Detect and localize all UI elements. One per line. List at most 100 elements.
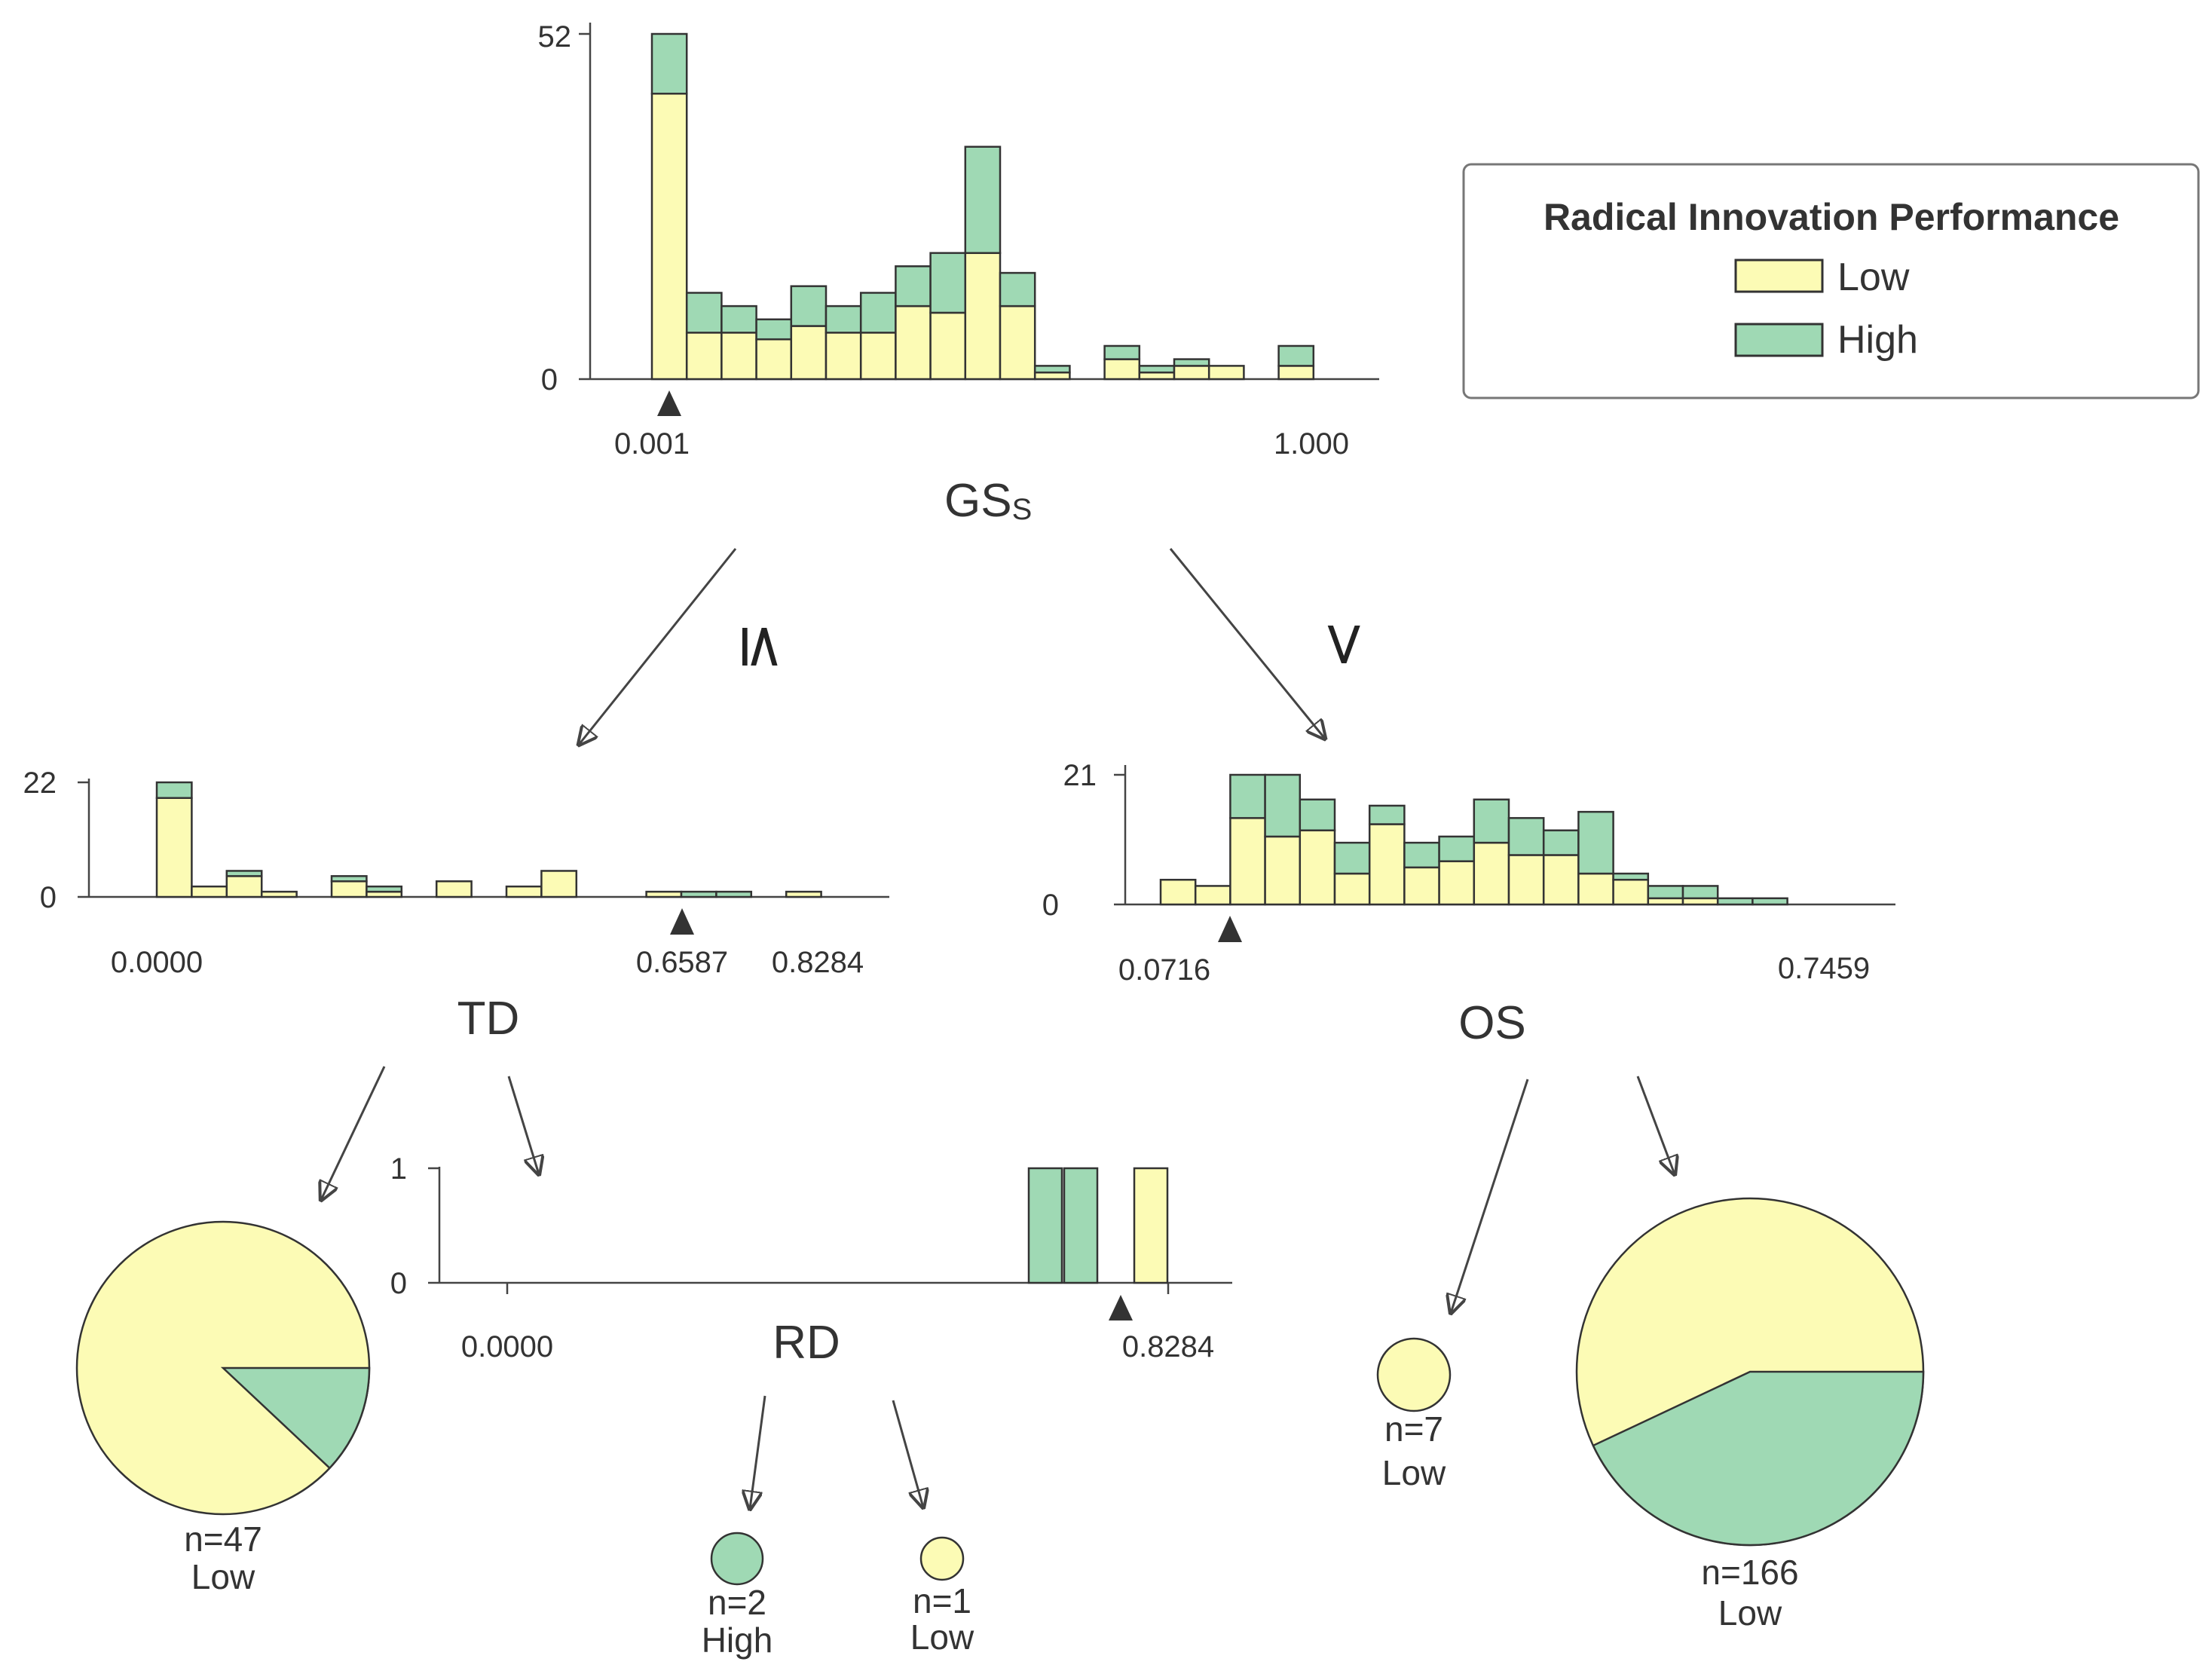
- td-bar-low-11: [540, 870, 578, 898]
- root-bar-high-2: [721, 304, 757, 334]
- leaf-os-gt-slice-high: [1592, 1370, 1925, 1547]
- root-bar-high-5: [825, 304, 862, 334]
- os-bar-high-9: [1473, 798, 1510, 844]
- os-bar-low-8: [1438, 860, 1476, 906]
- gt-split-label: >: [1311, 619, 1381, 669]
- root-bar-low-13: [1103, 358, 1141, 381]
- root-bar-low-18: [1277, 365, 1315, 381]
- leaf-os-gt-pie: [1575, 1197, 1925, 1547]
- root-left-branch-arrow: [579, 548, 737, 745]
- legend-title: Radical Innovation Performance: [1544, 196, 2119, 238]
- root-bar-high-4: [790, 285, 828, 327]
- leaf-os-gt-class: Low: [1718, 1593, 1782, 1633]
- td-ymin-label: 0: [40, 881, 57, 914]
- leaf-rd-le-class: High: [702, 1620, 773, 1660]
- leaf-rd-le: n=2 High: [702, 1532, 773, 1660]
- os-bar-high-10: [1507, 817, 1545, 856]
- root-ymin-label: 0: [541, 363, 558, 396]
- os-bar-low-11: [1542, 854, 1580, 906]
- leaf-os-le-class: Low: [1382, 1453, 1446, 1492]
- os-bar-low-0: [1159, 878, 1197, 906]
- rd-split-marker: [1109, 1295, 1133, 1320]
- os-bar-high-3: [1264, 773, 1302, 838]
- root-bar-low-2: [721, 332, 757, 381]
- os-bar-low-1: [1194, 885, 1231, 906]
- root-bar-high-0: [650, 32, 688, 95]
- leaf-td-le-pie: [75, 1220, 371, 1516]
- td-bar-low-10: [505, 885, 543, 898]
- leaf-os-le-pie: [1376, 1337, 1452, 1412]
- td-bar-low-2: [225, 875, 263, 898]
- td-bar-low-8: [435, 880, 473, 898]
- root-bar-low-5: [825, 332, 862, 381]
- td-mid-label: 0.6587: [636, 946, 728, 979]
- os-bar-high-7: [1403, 841, 1440, 869]
- td-bar-high-0: [155, 781, 193, 799]
- leaf-os-le-slice-low: [1376, 1337, 1452, 1412]
- root-bar-high-8: [929, 252, 967, 314]
- rd-right-branch-arrow: [892, 1400, 923, 1507]
- os-bar-high-11: [1542, 829, 1580, 856]
- root-feature-label: GSS: [944, 475, 1032, 527]
- os-bar-high-13: [1612, 872, 1650, 881]
- leaf-rd-gt-class: Low: [910, 1617, 974, 1657]
- os-bar-low-2: [1229, 817, 1266, 906]
- root-bar-low-14: [1138, 371, 1176, 381]
- root-bar-low-7: [895, 304, 932, 381]
- os-bar-low-4: [1299, 829, 1336, 906]
- legend-frame: [1462, 163, 2200, 399]
- td-xmin-label: 0.0000: [111, 946, 203, 979]
- root-bar-low-8: [929, 311, 967, 381]
- leaf-rd-gt-count: n=1: [913, 1581, 971, 1620]
- leaf-rd-le-pie: [710, 1532, 764, 1586]
- leaf-td-le-count: n=47: [184, 1519, 262, 1559]
- legend: Radical Innovation Performance Low High: [1462, 163, 2200, 399]
- leaf-td-le: n=47 Low: [75, 1220, 371, 1596]
- root-bar-high-11: [1033, 365, 1071, 374]
- td-bar-low-18: [785, 890, 822, 898]
- leaf-td-le-slice-high: [220, 1366, 371, 1470]
- td-bar-high-16: [715, 890, 753, 898]
- root-histogram: [650, 32, 1315, 381]
- td-split-marker: [670, 908, 694, 935]
- td-bar-low-0: [155, 797, 193, 898]
- leaf-rd-le-count: n=2: [708, 1583, 766, 1622]
- rd-bar-low-2: [1133, 1167, 1169, 1284]
- root-xmin-label: 0.001: [614, 427, 690, 461]
- rd-left-branch-arrow: [750, 1395, 766, 1509]
- rd-xmax-label: 0.8284: [1122, 1330, 1214, 1363]
- rd-bar-high-0: [1027, 1167, 1063, 1284]
- rd-node: 1 0 0.0000 0.8284 RD: [390, 1152, 1232, 1369]
- os-xmin-label: 0.0716: [1118, 953, 1210, 987]
- root-bar-high-15: [1173, 358, 1210, 367]
- td-right-branch-arrow: [507, 1076, 539, 1174]
- legend-label-low: Low: [1837, 256, 1910, 299]
- os-bar-low-13: [1612, 878, 1650, 906]
- root-bar-low-9: [964, 252, 1002, 381]
- root-bar-high-3: [755, 318, 793, 341]
- root-bar-high-7: [895, 265, 932, 308]
- root-bar-low-4: [790, 325, 828, 381]
- td-bar-low-5: [330, 880, 368, 898]
- root-split-marker: [657, 390, 681, 416]
- os-bar-high-6: [1368, 804, 1406, 825]
- td-histogram: [155, 781, 822, 898]
- root-bar-low-0: [650, 93, 688, 381]
- leaf-rd-gt: n=1 Low: [910, 1536, 974, 1657]
- legend-swatch-low: [1734, 259, 1824, 293]
- os-ymin-label: 0: [1042, 889, 1059, 922]
- leaf-rd-le-slice-high: [710, 1532, 764, 1586]
- root-bar-high-10: [999, 271, 1036, 308]
- td-bar-high-6: [366, 885, 403, 893]
- os-bar-high-5: [1333, 841, 1371, 875]
- os-bar-high-8: [1438, 835, 1476, 862]
- os-bar-low-6: [1368, 823, 1406, 906]
- os-bar-low-9: [1473, 841, 1510, 906]
- root-bar-high-18: [1277, 344, 1315, 367]
- le-split-label: ≤: [728, 621, 798, 672]
- td-node: 22 0 0.0000 0.6587 0.8284 TD: [23, 767, 889, 1045]
- rd-feature-label: RD: [773, 1317, 840, 1369]
- os-feature-label: OS: [1458, 997, 1526, 1049]
- os-bar-low-10: [1507, 854, 1545, 906]
